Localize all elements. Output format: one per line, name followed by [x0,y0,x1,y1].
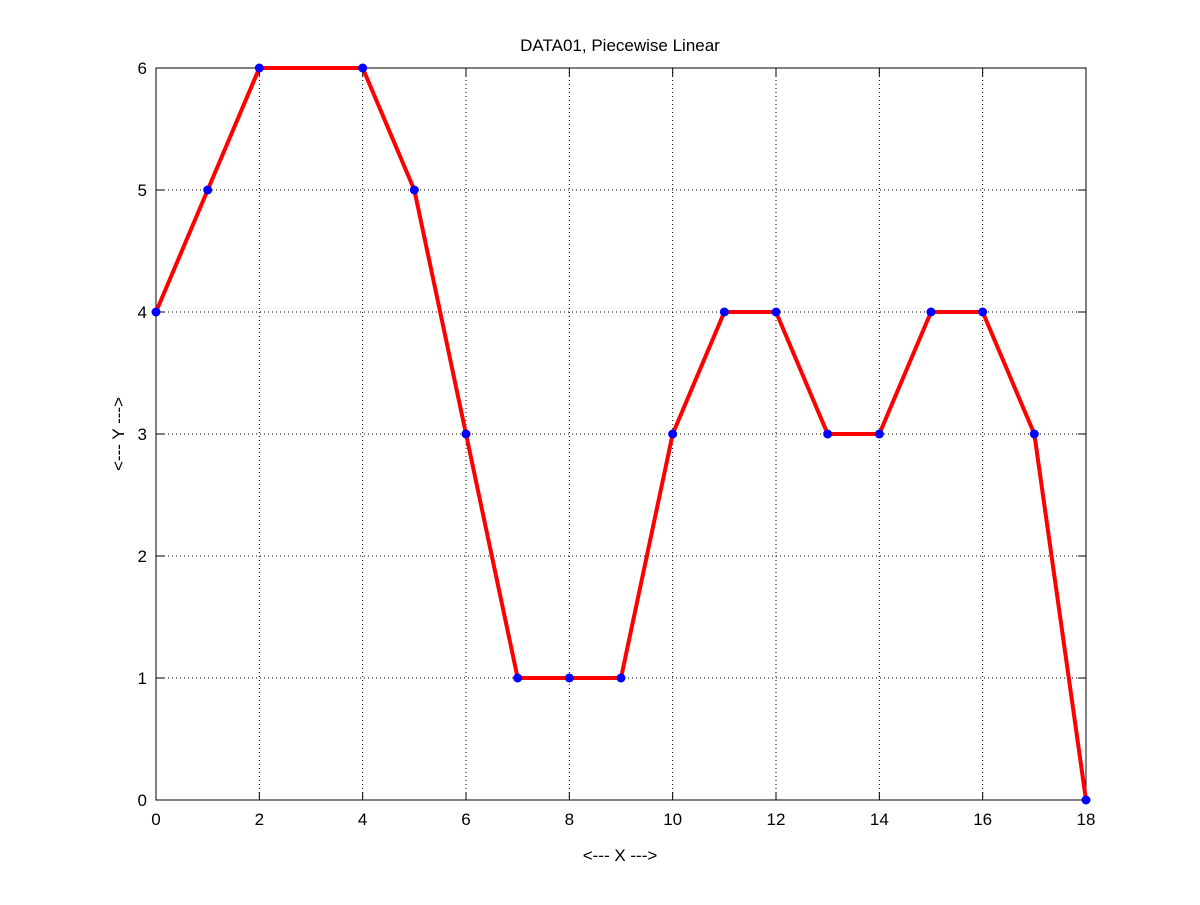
y-tick-labels: 0 1 2 3 4 5 6 [138,59,147,810]
data-point [151,307,161,317]
x-tick-label: 18 [1077,810,1096,829]
series-line [154,66,1088,802]
data-point [409,185,419,195]
y-tick-label: 6 [138,59,147,78]
data-point [823,429,833,439]
x-tick-labels: 0 2 4 6 8 10 12 14 16 18 [151,810,1095,829]
data-point [564,673,574,683]
data-point [668,429,678,439]
data-point [771,307,781,317]
data-point [513,673,523,683]
data-points [151,63,1091,805]
x-tick-label: 10 [663,810,682,829]
data-point [1081,795,1091,805]
data-point [719,307,729,317]
data-point [1029,429,1039,439]
y-tick-label: 3 [138,425,147,444]
x-axis-title: <--- X ---> [583,846,658,865]
data-point [358,63,368,73]
y-tick-label: 2 [138,547,147,566]
chart-title: DATA01, Piecewise Linear [520,36,720,55]
x-tick-label: 8 [565,810,574,829]
grid-lines [156,68,1086,800]
y-tick-label: 1 [138,669,147,688]
x-tick-label: 14 [870,810,889,829]
y-tick-label: 0 [138,791,147,810]
data-point [203,185,213,195]
y-tick-label: 5 [138,181,147,200]
y-axis-title: <--- Y ---> [109,397,128,471]
data-point [461,429,471,439]
x-tick-label: 4 [358,810,367,829]
data-point [926,307,936,317]
x-tick-label: 12 [767,810,786,829]
y-tick-label: 4 [138,303,147,322]
data-point [978,307,988,317]
x-tick-label: 16 [973,810,992,829]
data-point [616,673,626,683]
x-tick-label: 0 [151,810,160,829]
data-point [254,63,264,73]
x-tick-label: 6 [461,810,470,829]
data-point [874,429,884,439]
x-tick-label: 2 [255,810,264,829]
